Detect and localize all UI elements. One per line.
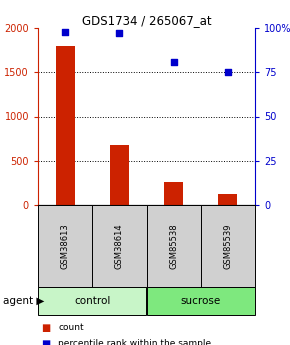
Bar (164, 182, 183, 205)
Text: ■: ■ (41, 339, 50, 345)
Text: percentile rank within the sample: percentile rank within the sample (58, 339, 211, 345)
Title: GDS1734 / 265067_at: GDS1734 / 265067_at (82, 14, 211, 27)
Point (117, 31, 122, 36)
Bar (218, 194, 238, 205)
Text: GSM38613: GSM38613 (61, 223, 70, 269)
Point (63, 29, 68, 34)
Text: agent ▶: agent ▶ (3, 296, 44, 306)
Text: ■: ■ (41, 323, 50, 333)
Point (226, 69, 230, 75)
Bar (56, 46, 75, 205)
Text: control: control (74, 296, 110, 306)
Text: GSM85538: GSM85538 (169, 223, 178, 269)
Text: GSM38614: GSM38614 (115, 223, 124, 269)
Point (171, 59, 176, 65)
Bar (110, 145, 129, 205)
Text: count: count (58, 324, 84, 333)
Text: sucrose: sucrose (181, 296, 221, 306)
Text: GSM85539: GSM85539 (223, 223, 232, 269)
